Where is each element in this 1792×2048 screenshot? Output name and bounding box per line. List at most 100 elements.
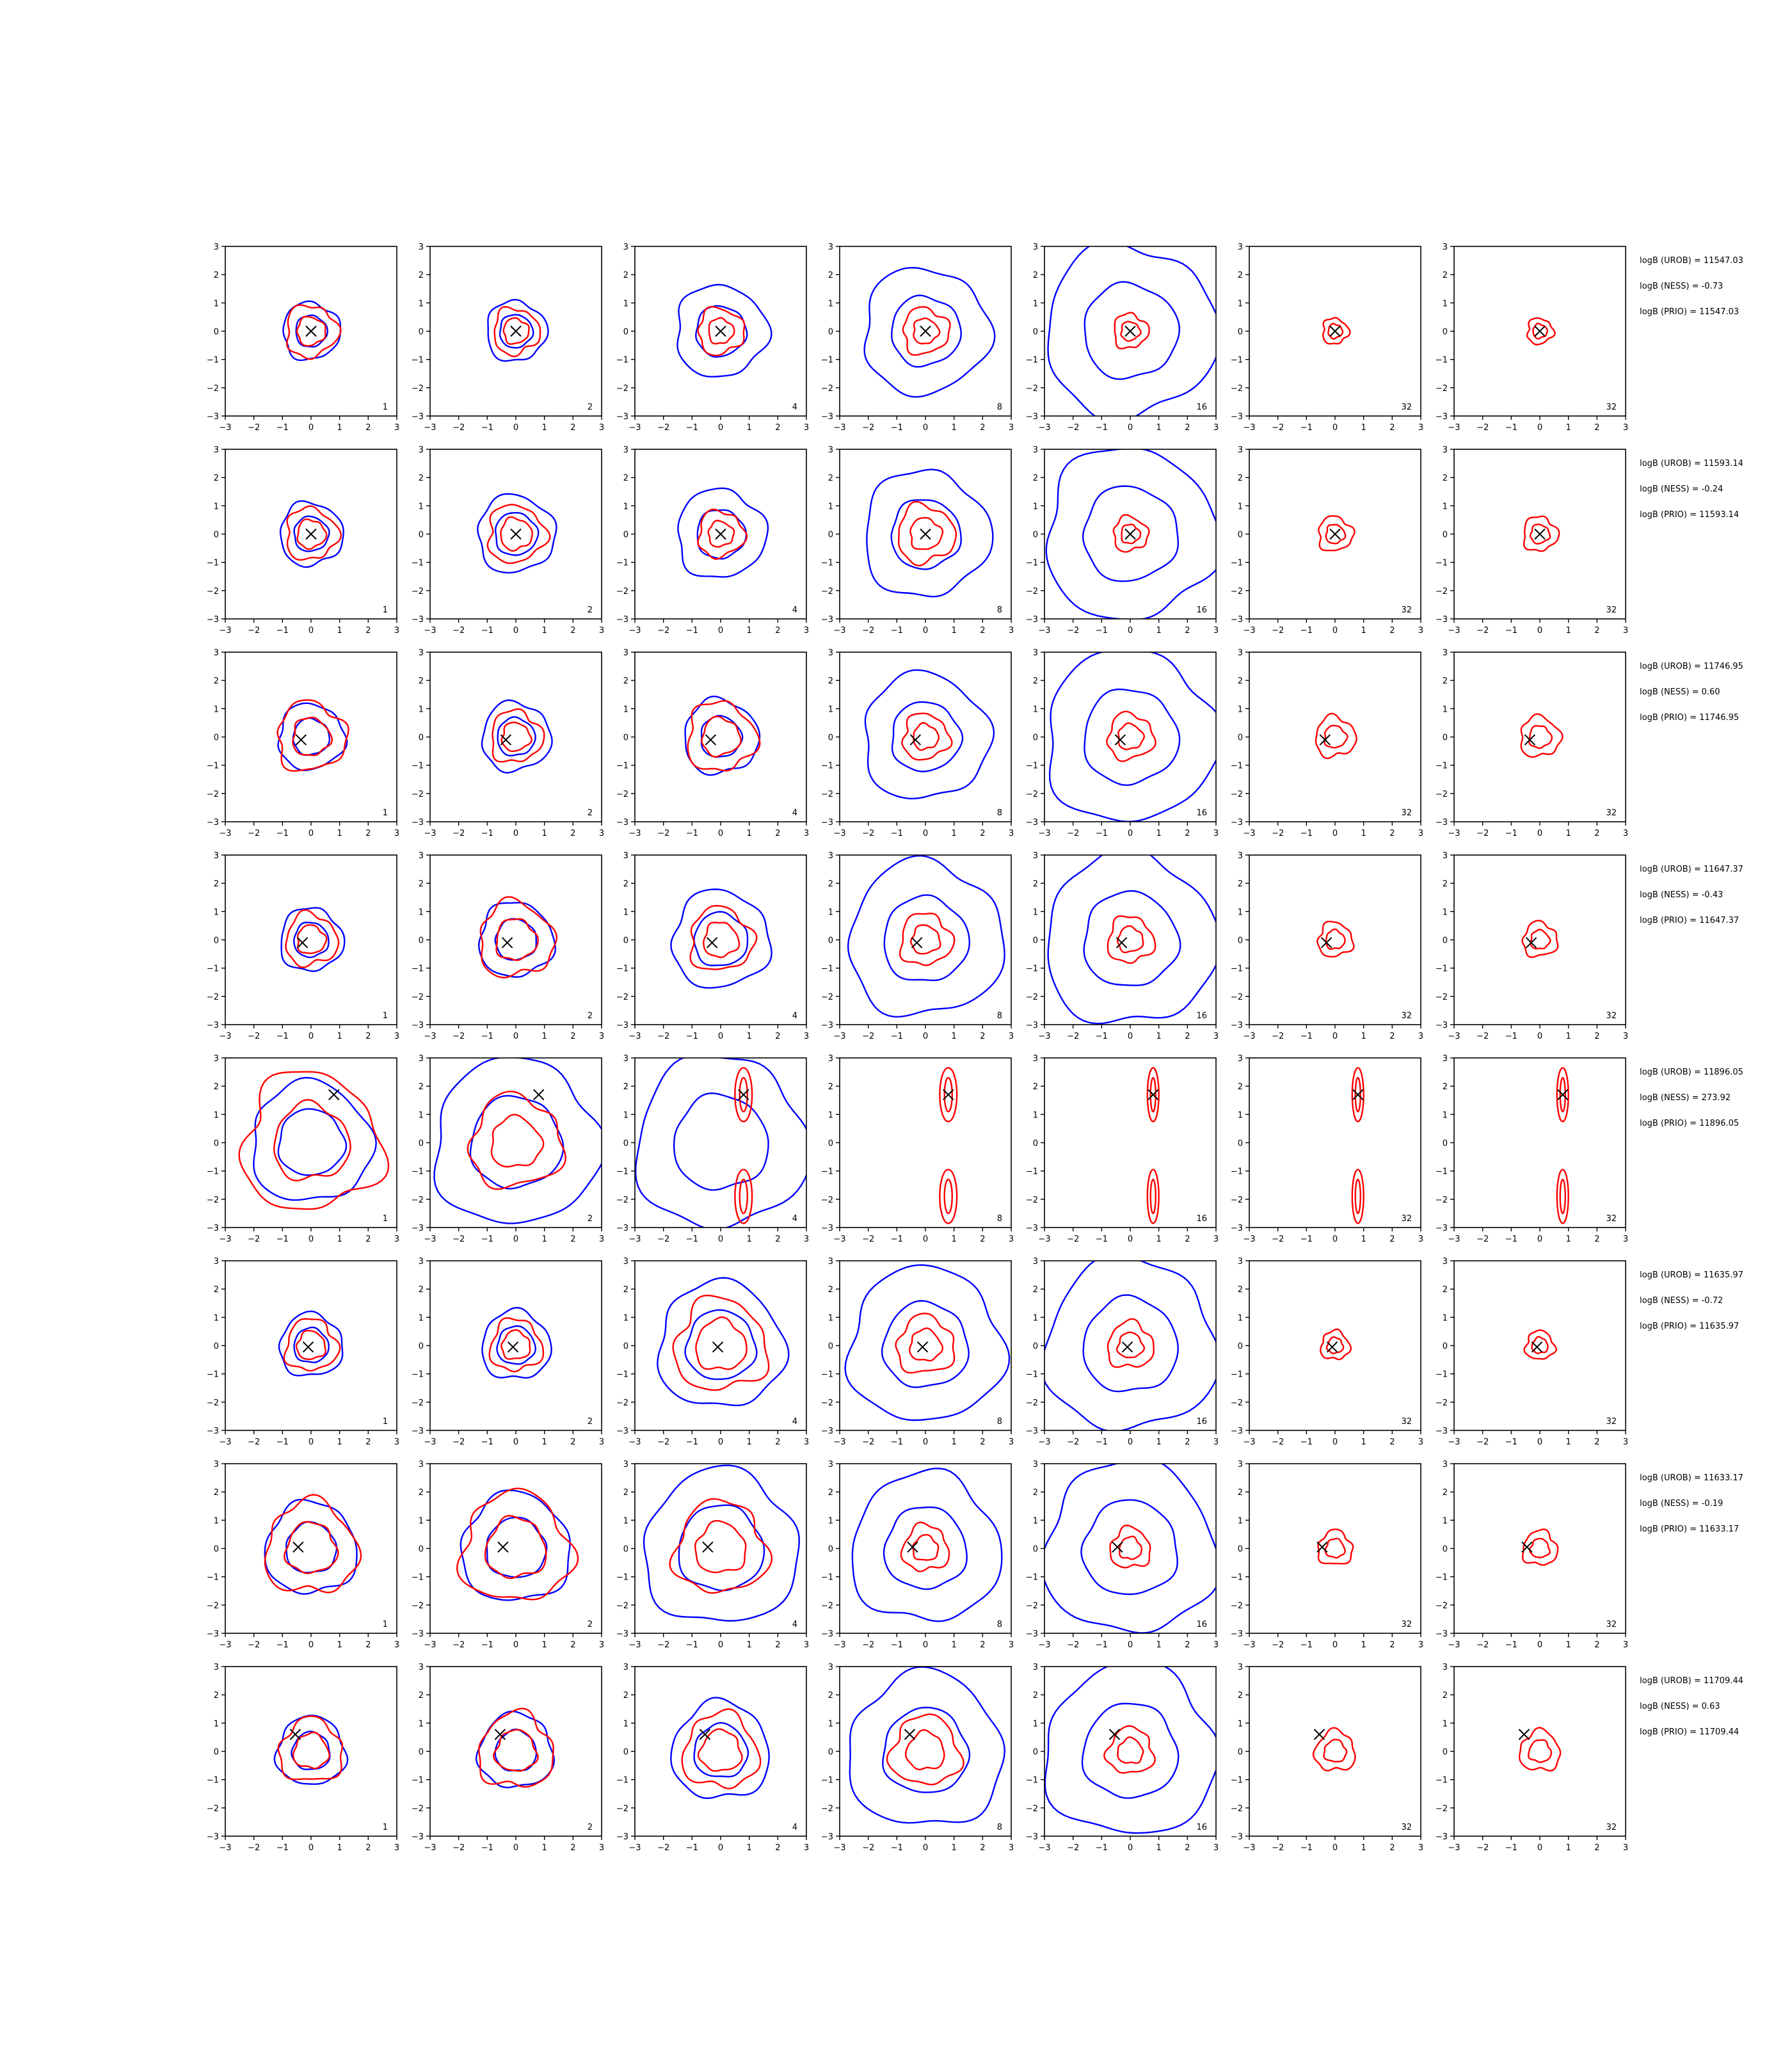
y-tick-label: −1: [1026, 1370, 1038, 1380]
x-tick-label: −1: [686, 1032, 698, 1041]
y-tick-label: −3: [1231, 1832, 1243, 1842]
x-tick-label: 1: [952, 829, 957, 838]
y-tick-label: 3: [1443, 648, 1448, 658]
y-tick-label: 3: [214, 1257, 219, 1267]
y-tick-label: −1: [207, 1167, 219, 1177]
panel-r3-c5: −3−3 −2 −2 −1 −1 0 0 1 1 2 2 3 3 32: [1231, 851, 1423, 1041]
logb-annotation: logB (UROB) = 11709.44: [1640, 1676, 1743, 1686]
x-tick-label: −1: [481, 1640, 493, 1650]
plot-area: [1146, 1067, 1160, 1224]
x-tick-label: 3: [1418, 423, 1423, 433]
outer-contour-inner: [1083, 890, 1181, 986]
panel-r4-c2: −3−3 −2 −2 −1 −1 0 0 1 1 2 2 3 3 4: [616, 1054, 809, 1244]
plot-area: [863, 267, 996, 398]
y-tick-label: −3: [1026, 412, 1038, 422]
outer-contour-inner: [1084, 281, 1180, 380]
y-tick-label: 0: [1443, 1545, 1448, 1555]
y-tick-label: −3: [1436, 1224, 1448, 1233]
y-tick-label: 1: [623, 908, 628, 917]
x-tick-label: −3: [628, 423, 641, 433]
plot-area: [1316, 920, 1355, 958]
x-tick-label: −3: [1038, 1843, 1050, 1853]
y-tick-label: −2: [207, 993, 219, 1002]
y-tick-label: −1: [1436, 559, 1448, 568]
x-tick-label: 1: [337, 1032, 342, 1041]
marker-x: [494, 1729, 506, 1740]
plot-area: [1318, 515, 1356, 552]
outer-contour-inner: [684, 1309, 758, 1380]
y-tick-label: −2: [616, 1196, 628, 1205]
x-tick-label: 1: [747, 1437, 752, 1447]
panel-label: 4: [792, 1620, 797, 1629]
panel-r2-c4: −3−3 −2 −2 −1 −1 0 0 1 1 2 2 3 3 16: [1026, 648, 1219, 838]
y-tick-label: 0: [419, 1342, 424, 1352]
x-tick-label: 0: [718, 1437, 723, 1447]
x-tick-label: 0: [923, 626, 928, 636]
plot-area: [456, 1487, 579, 1601]
outer-contour-inner: [696, 509, 748, 560]
marker-x: [1116, 937, 1128, 948]
panel-r4-c6: −3−3 −2 −2 −1 −1 0 0 1 1 2 2 3 3 32: [1436, 1054, 1628, 1244]
y-tick-label: −2: [412, 790, 424, 799]
y-tick-label: −2: [1026, 587, 1038, 596]
x-tick-label: −2: [862, 1640, 874, 1650]
x-tick-label: 1: [747, 626, 752, 636]
panel-r6-c1: −3−3 −2 −2 −1 −1 0 0 1 1 2 2 3 3 2: [412, 1460, 604, 1650]
panel-r3-c0: −3−3 −2 −2 −1 −1 0 0 1 1 2 2 3 3 1: [207, 851, 399, 1041]
x-tick-label: −1: [1300, 626, 1313, 636]
y-tick-label: −3: [821, 615, 833, 625]
logb-annotation: logB (UROB) = 11746.95: [1640, 662, 1743, 671]
x-tick-label: 2: [775, 829, 780, 838]
x-tick-label: 2: [570, 1843, 575, 1853]
plot-area: [1044, 1464, 1216, 1633]
marker-x: [289, 1729, 301, 1740]
y-tick-label: 2: [623, 474, 628, 483]
x-tick-label: −1: [1096, 1235, 1108, 1244]
panel-r2-c6: −3−3 −2 −2 −1 −1 0 0 1 1 2 2 3 3 32: [1436, 648, 1628, 838]
x-tick-label: −1: [1096, 423, 1108, 433]
y-tick-label: −1: [1436, 356, 1448, 365]
y-tick-label: 1: [1033, 1719, 1038, 1729]
y-tick-label: 0: [214, 1342, 219, 1352]
y-tick-label: 1: [214, 1110, 219, 1120]
x-tick-label: 1: [337, 1437, 342, 1447]
plot-area: [1556, 1067, 1569, 1224]
x-tick-label: 0: [1537, 423, 1542, 433]
x-tick-label: 0: [923, 1032, 928, 1041]
x-tick-label: −3: [833, 626, 845, 636]
y-tick-label: 3: [1238, 648, 1243, 658]
axes-frame: [1453, 652, 1626, 822]
x-tick-label: 3: [804, 423, 809, 433]
y-tick-label: 2: [828, 1691, 833, 1700]
y-tick-label: −2: [1436, 587, 1448, 596]
y-tick-label: 1: [1238, 1110, 1243, 1120]
panel-label: 32: [1401, 1214, 1412, 1224]
y-tick-label: 1: [828, 705, 833, 714]
panel-label: 32: [1401, 1620, 1412, 1629]
x-tick-label: 2: [775, 1640, 780, 1650]
x-tick-label: −1: [891, 1640, 903, 1650]
x-tick-label: 2: [570, 1032, 575, 1041]
x-tick-label: 1: [1566, 1235, 1571, 1244]
logb-annotation: logB (NESS) = -0.24: [1640, 484, 1723, 494]
y-tick-label: 3: [623, 648, 628, 658]
x-tick-label: −1: [1096, 1843, 1108, 1853]
x-tick-label: −1: [891, 1437, 903, 1447]
x-tick-label: −3: [1448, 1843, 1460, 1853]
x-tick-label: −3: [833, 1032, 845, 1041]
x-tick-label: −1: [1505, 829, 1517, 838]
y-tick-label: 2: [1238, 1488, 1243, 1498]
x-tick-label: 3: [1009, 1843, 1014, 1853]
x-tick-label: 3: [804, 626, 809, 636]
x-tick-label: −3: [1243, 1843, 1255, 1853]
inner-contour: [1106, 710, 1156, 762]
y-tick-label: −2: [1231, 1196, 1243, 1205]
inner-contour-core: [1121, 524, 1142, 545]
x-tick-label: −2: [657, 423, 669, 433]
y-tick-label: 2: [1033, 271, 1038, 280]
y-tick-label: −3: [1436, 1021, 1448, 1030]
inner-contour-core: [484, 1515, 547, 1580]
inner-contour: [897, 500, 957, 566]
x-tick-label: −2: [452, 1235, 465, 1244]
